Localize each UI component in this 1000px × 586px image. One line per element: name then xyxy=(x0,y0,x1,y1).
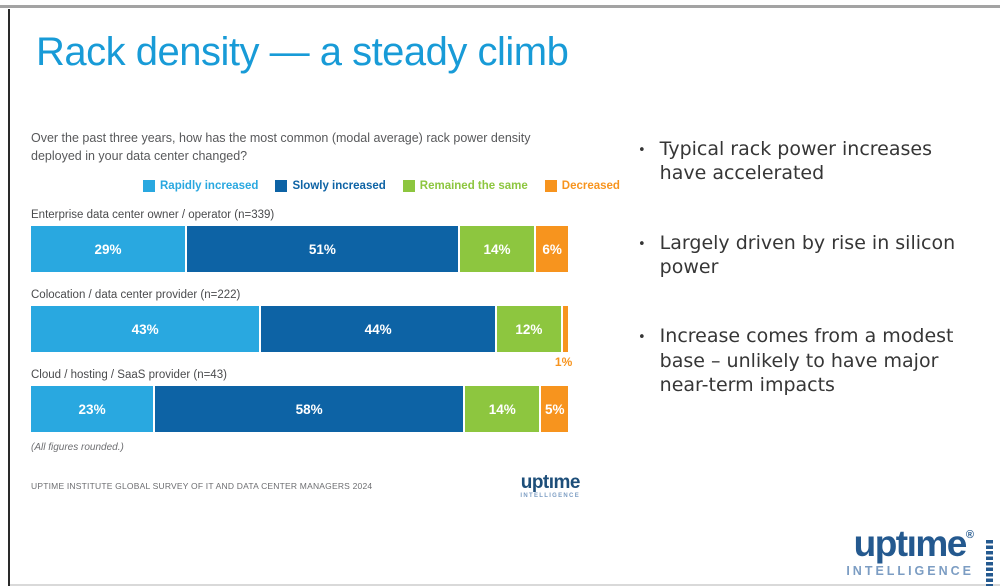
bar-segment: 44% xyxy=(261,306,495,353)
key-points-list: • Typical rack power increases have accel… xyxy=(636,137,980,442)
bar-segment-outside-label: 1% xyxy=(554,355,573,370)
bar-group-label: Colocation / data center provider (n=222… xyxy=(31,289,241,302)
bar-segment: 43% xyxy=(31,306,260,353)
legend-swatch-icon xyxy=(275,180,288,193)
bar-segment: 14% xyxy=(459,226,535,273)
bar-segment: 12% xyxy=(496,306,561,353)
chart-footer: UPTIME INSTITUTE GLOBAL SURVEY OF IT AND… xyxy=(31,473,581,499)
bullet-item-2: • Largely driven by rise in silicon power xyxy=(636,231,980,280)
bar-segment: 6% xyxy=(536,226,568,273)
bullet-icon: • xyxy=(638,236,646,252)
legend-item-4: Decreased xyxy=(544,180,620,193)
top-border-line xyxy=(0,5,1000,8)
legend-swatch-icon xyxy=(402,180,415,193)
legend-swatch-icon xyxy=(143,180,155,193)
bar-segment: 5% xyxy=(541,386,568,433)
bullet-icon: • xyxy=(638,143,646,158)
survey-question: Over the past three years, how has the m… xyxy=(31,131,531,164)
stacked-bar: 29% 51% 14% 6% xyxy=(31,226,568,273)
intelligence-label: INTELLIGENCE xyxy=(520,493,580,500)
legend-swatch-icon xyxy=(544,180,557,193)
uptime-wordmark: uptıme xyxy=(520,472,581,494)
intelligence-label: INTELLIGENCE xyxy=(846,564,974,578)
bar-group: Enterprise data center owner / operator … xyxy=(31,209,568,273)
bar-group: Colocation / data center provider (n=222… xyxy=(31,289,572,369)
bottom-border-line xyxy=(10,584,1000,586)
uptime-wordmark: uptıme® xyxy=(853,523,974,564)
uptime-intelligence-small-logo: uptıme INTELLIGENCE xyxy=(520,473,580,499)
bullet-text: Typical rack power increases have accele… xyxy=(659,138,932,185)
bullet-item-1: • Typical rack power increases have accel… xyxy=(636,137,980,186)
bar-group-label: Enterprise data center owner / operator … xyxy=(31,209,275,222)
legend-label: Slowly increased xyxy=(292,180,386,193)
bullet-item-3: • Increase comes from a modest base – unl… xyxy=(636,324,980,397)
legend-label: Decreased xyxy=(561,180,620,193)
bar-segment: 14% xyxy=(465,386,540,433)
bar-segment xyxy=(562,306,568,353)
bar-segment: 58% xyxy=(155,386,464,433)
slide-title: Rack density — a steady climb xyxy=(36,30,569,74)
bar-group: Cloud / hosting / SaaS provider (n=43) 23… xyxy=(31,369,568,433)
bar-groups: Enterprise data center owner / operator … xyxy=(31,209,572,433)
bullet-text: Increase comes from a modest base – unli… xyxy=(659,325,954,396)
legend-item-2: Slowly increased xyxy=(275,180,386,193)
bullet-icon: • xyxy=(638,330,646,346)
chart-footnote: (All figures rounded.) xyxy=(31,442,124,454)
bar-segment: 23% xyxy=(31,386,154,433)
bar-segment: 29% xyxy=(31,226,185,273)
bullet-text: Largely driven by rise in silicon power xyxy=(659,231,956,278)
legend-label: Remained the same xyxy=(419,180,528,193)
registered-mark: ® xyxy=(965,529,974,541)
brand-dashed-bar-icon xyxy=(986,540,993,586)
chart-panel: Over the past three years, how has the m… xyxy=(31,129,620,499)
legend-label: Rapidly increased xyxy=(160,180,259,193)
legend-item-3: Remained the same xyxy=(402,180,528,193)
survey-source-text: UPTIME INSTITUTE GLOBAL SURVEY OF IT AND… xyxy=(31,481,373,492)
bar-segment: 51% xyxy=(186,226,458,273)
left-border-line xyxy=(8,9,10,586)
stacked-bar: 43% 44% 12% 1% xyxy=(31,306,572,369)
uptime-intelligence-brand-logo: uptıme® INTELLIGENCE xyxy=(846,525,974,578)
bar-group-label: Cloud / hosting / SaaS provider (n=43) xyxy=(31,369,227,382)
chart-legend: Rapidly increased Slowly increased Remaine… xyxy=(143,180,620,193)
stacked-bar: 23% 58% 14% 5% xyxy=(31,386,568,433)
legend-item-1: Rapidly increased xyxy=(143,180,259,193)
